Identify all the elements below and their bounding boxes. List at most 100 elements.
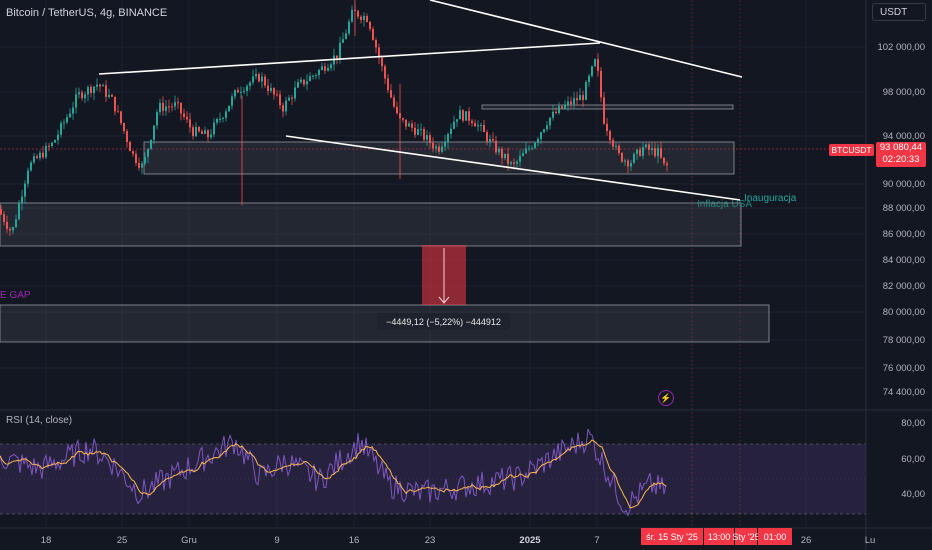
candle-body — [576, 98, 578, 101]
candle-body — [39, 152, 41, 159]
price-label: 84 000,00 — [882, 255, 925, 266]
candle-body — [525, 148, 527, 154]
candle-body — [594, 59, 596, 67]
candle — [18, 199, 20, 221]
candle-body — [600, 70, 602, 98]
candle — [153, 125, 155, 145]
candle-body — [192, 127, 194, 137]
candle-body — [306, 81, 308, 85]
trendline-descending[interactable] — [429, 0, 743, 78]
candle — [426, 130, 428, 146]
candle-body — [258, 74, 260, 82]
candle-body — [369, 21, 371, 29]
candle — [126, 129, 128, 148]
candle-body — [411, 123, 413, 128]
candle — [396, 101, 398, 115]
candle — [534, 141, 536, 150]
annotation-inflacja[interactable]: Inflacja USA — [697, 199, 753, 210]
lightning-icon[interactable]: ⚡ — [658, 390, 674, 406]
candle — [192, 124, 194, 140]
candle — [312, 74, 314, 80]
candle-body — [393, 97, 395, 107]
candle — [408, 121, 410, 127]
candle-body — [459, 110, 461, 120]
price-label: 76 000,00 — [882, 363, 925, 374]
candle — [555, 107, 557, 115]
candle-body — [279, 94, 281, 106]
candle — [591, 65, 593, 78]
current-price-tag: 93 080,44 02:20:33 — [876, 142, 926, 167]
currency-button[interactable]: USDT — [872, 3, 926, 21]
candle-body — [270, 88, 272, 91]
candle-body — [519, 156, 521, 162]
candle-body — [144, 156, 146, 164]
candle-body — [84, 94, 86, 99]
candle-body — [51, 142, 53, 146]
candle-body — [249, 82, 251, 86]
candle-body — [570, 101, 572, 105]
candle — [465, 111, 467, 121]
support-zone-mid[interactable] — [0, 202, 742, 247]
candle — [183, 108, 185, 120]
candle-body — [522, 153, 524, 157]
candle — [654, 142, 656, 159]
candle — [108, 88, 110, 99]
candle-body — [510, 162, 512, 164]
candle — [579, 88, 581, 101]
candle-body — [321, 66, 323, 71]
trendline-upper[interactable] — [98, 42, 601, 75]
candle-body — [75, 94, 77, 108]
symbol-price-tag: BTCUSDT — [829, 144, 874, 156]
candle-body — [363, 15, 365, 20]
time-label: 16 — [348, 535, 360, 546]
candle — [66, 113, 68, 125]
candle — [642, 142, 644, 160]
candle — [120, 110, 122, 126]
candle — [348, 19, 350, 36]
candle-body — [78, 92, 80, 95]
annotation-inauguracja[interactable]: Inauguracja — [744, 193, 797, 204]
gap-label[interactable]: E GAP — [0, 290, 31, 301]
candle — [657, 143, 659, 164]
candle-body — [108, 94, 110, 97]
candle — [660, 141, 662, 159]
rsi-indicator-label[interactable]: RSI (14, close) — [6, 415, 73, 426]
candle — [582, 90, 584, 107]
candle — [6, 215, 8, 234]
symbol-title[interactable]: Bitcoin / TetherUS, 4g, BINANCE — [6, 7, 168, 19]
candle-body — [471, 120, 473, 124]
candle-body — [303, 79, 305, 85]
candle — [471, 118, 473, 127]
candle — [492, 132, 494, 143]
candle-body — [564, 104, 566, 109]
candle-body — [624, 160, 626, 162]
candle-body — [285, 100, 287, 112]
candle-body — [66, 117, 68, 123]
candle — [381, 55, 383, 72]
trendline-lower[interactable] — [285, 135, 741, 201]
candle — [315, 73, 317, 80]
candle-body — [555, 111, 557, 114]
candle — [33, 153, 35, 165]
candle-body — [231, 96, 233, 106]
candle — [651, 142, 653, 155]
candle — [567, 96, 569, 112]
candle-body — [507, 153, 509, 164]
candle — [123, 122, 125, 134]
candle-body — [390, 90, 392, 98]
candle — [294, 80, 296, 102]
resistance-zone[interactable] — [481, 104, 734, 110]
candle — [489, 134, 491, 148]
candle-body — [582, 95, 584, 100]
candle-body — [210, 134, 212, 138]
price-label: 86 000,00 — [882, 229, 925, 240]
candle — [402, 117, 404, 123]
candle-body — [204, 130, 206, 134]
candle-body — [633, 153, 635, 163]
candle — [498, 146, 500, 156]
candle — [621, 152, 623, 163]
candle — [447, 132, 449, 149]
candle-body — [486, 132, 488, 142]
